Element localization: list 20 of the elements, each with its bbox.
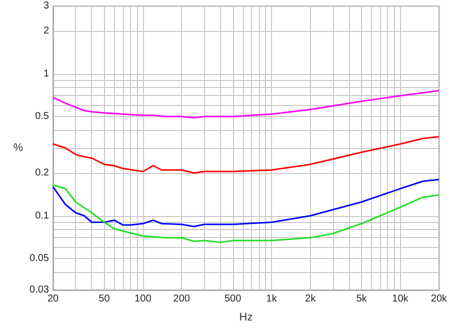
y-tick-label: 0.03	[30, 284, 50, 296]
x-tick-label: 1k	[266, 294, 278, 304]
y-axis-title: %	[13, 142, 24, 154]
y-tick-label: 1	[43, 68, 50, 80]
y-tick-label: 0.5	[35, 110, 50, 122]
x-tick-label: 10k	[392, 294, 410, 304]
y-tick-label: 0.2	[35, 168, 50, 179]
x-tick-label: 200	[173, 294, 190, 304]
x-tick-label: 500	[224, 294, 242, 304]
y-tick-label: 2	[43, 26, 50, 37]
x-tick-label: 2k	[305, 294, 317, 304]
x-axis-title: Hz	[239, 312, 253, 324]
x-tick-label: 20	[47, 294, 59, 304]
x-tick-label: 20k	[430, 294, 448, 304]
x-tick-label: 100	[134, 294, 152, 304]
x-tick-label: 50	[98, 294, 110, 304]
y-tick-label: 3	[43, 0, 50, 12]
y-tick-label: 0.05	[30, 252, 50, 264]
y-tick-label: 0.1	[35, 210, 50, 222]
x-tick-label: 5k	[356, 294, 368, 304]
